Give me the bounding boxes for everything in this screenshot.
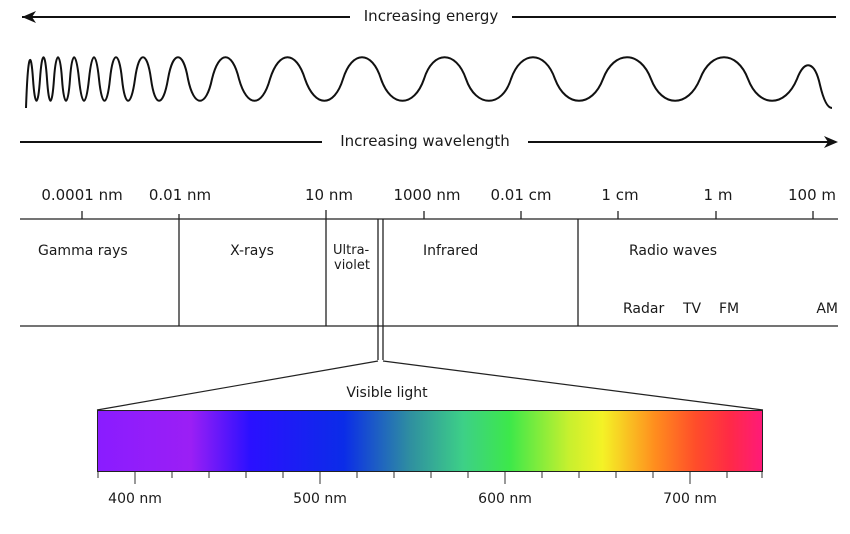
band-label-uv-line1: Ultra-	[333, 243, 370, 258]
scale-tick-label: 1000 nm	[393, 186, 461, 204]
energy-arrow-label: Increasing energy	[363, 7, 499, 25]
scale-tick-label: 10 nm	[305, 186, 353, 204]
arrow-right-icon	[824, 136, 838, 148]
visible-zoom-lines	[96, 360, 764, 411]
band-label-infrared: Infrared	[423, 243, 479, 259]
visible-spectrum-bar	[97, 410, 763, 472]
visible-light-title: Visible light	[346, 385, 428, 401]
wavelength-arrow	[20, 136, 838, 148]
visible-tick-label: 600 nm	[478, 491, 532, 507]
wavelength-arrow-label: Increasing wavelength	[340, 132, 510, 150]
scale-tick-label: 0.01 nm	[148, 186, 212, 204]
scale-tick-label: 1 cm	[601, 186, 639, 204]
visible-tick-label: 400 nm	[108, 491, 162, 507]
visible-tick-label: 500 nm	[293, 491, 347, 507]
scale-axis	[20, 210, 838, 360]
scale-tick-label: 0.0001 nm	[41, 186, 123, 204]
radio-subband-tv: TV	[683, 301, 702, 317]
scale-tick-label: 100 m	[787, 186, 837, 204]
band-label-radio: Radio waves	[629, 243, 718, 259]
band-label-gamma: Gamma rays	[38, 243, 128, 259]
radio-subband-fm: FM	[719, 301, 740, 317]
radio-subband-radar: Radar	[623, 301, 665, 317]
wave	[25, 56, 833, 109]
radio-subband-am: AM	[816, 301, 838, 317]
energy-arrow	[22, 11, 836, 23]
visible-tick-label: 700 nm	[663, 491, 717, 507]
band-label-xrays: X-rays	[230, 243, 274, 259]
arrow-left-icon	[22, 11, 36, 23]
scale-tick-label: 0.01 cm	[490, 186, 552, 204]
band-label-uv-line2: violet	[334, 258, 370, 273]
visible-ticks	[97, 472, 763, 484]
scale-tick-label: 1 m	[703, 186, 733, 204]
